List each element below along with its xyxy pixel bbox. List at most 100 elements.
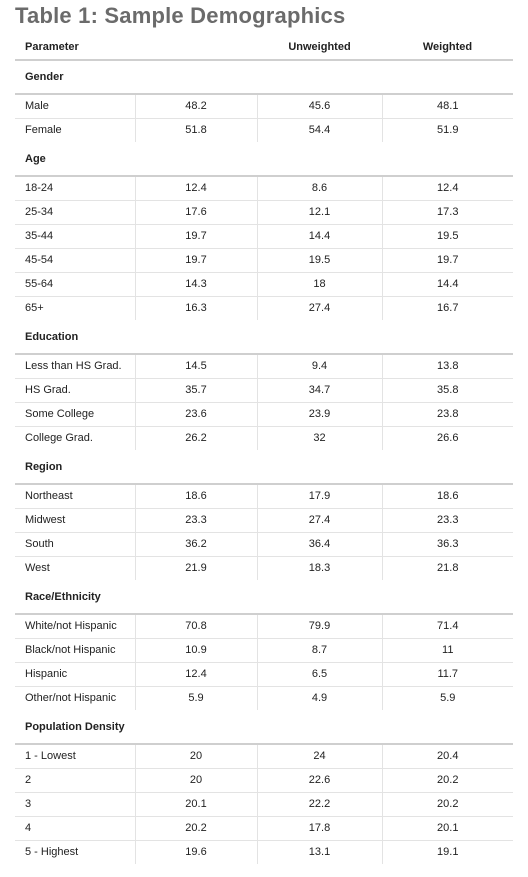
table-row: South 36.2 36.4 36.3 (15, 532, 513, 557)
cell-weighted: 48.1 (381, 94, 513, 119)
cell-unweighted: 32 (256, 426, 382, 450)
cell-sample: 16.3 (134, 296, 257, 320)
cell-unweighted: 13.1 (256, 840, 382, 864)
row-label: Northeast (15, 484, 135, 509)
cell-unweighted: 8.6 (256, 176, 382, 201)
cell-unweighted: 19.5 (256, 248, 382, 273)
cell-weighted: 23.3 (381, 508, 513, 533)
cell-sample: 70.8 (134, 614, 257, 639)
table-row: West 21.9 18.3 21.8 (15, 556, 513, 580)
table-row: College Grad. 26.2 32 26.6 (15, 426, 513, 450)
table-row: 45-54 19.7 19.5 19.7 (15, 248, 513, 273)
table-header-row: Parameter Unweighted Weighted (15, 34, 513, 61)
row-label: 5 - Highest (25, 846, 79, 859)
cell-unweighted: 45.6 (256, 94, 382, 119)
cell-sample: 14.3 (134, 272, 257, 297)
cell-weighted: 16.7 (381, 296, 513, 320)
row-label: Male (15, 94, 135, 119)
cell-unweighted: 18 (256, 272, 382, 297)
table-title: Table 1: Sample Demographics (15, 3, 346, 28)
row-label: 4 (15, 816, 135, 841)
cell-sample: 20.2 (134, 816, 257, 841)
table-row: HS Grad. 35.7 34.7 35.8 (15, 378, 513, 403)
row-label: Midwest (15, 508, 135, 533)
cell-sample: 48.2 (134, 94, 257, 119)
cell-weighted: 5.9 (381, 686, 513, 710)
header-weighted: Weighted (382, 34, 513, 61)
table-row: Less than HS Grad. 14.5 9.4 13.8 (15, 354, 513, 379)
table-row: 65+ 16.3 27.4 16.7 (15, 296, 513, 320)
cell-weighted: 17.3 (381, 200, 513, 225)
cell-unweighted: 18.3 (256, 556, 382, 580)
row-label: Less than HS Grad. (15, 354, 135, 379)
section-header-row: Region (15, 450, 513, 485)
cell-sample: 12.4 (134, 176, 257, 201)
header-parameter: Parameter (15, 34, 135, 61)
cell-weighted: 20.2 (381, 768, 513, 793)
row-label: 18-24 (15, 176, 135, 201)
cell-weighted: 18.6 (381, 484, 513, 509)
row-label: 55-64 (15, 272, 135, 297)
row-label: 2 (15, 768, 135, 793)
section-header-row: Gender (15, 60, 513, 95)
row-label: Female (25, 124, 62, 137)
row-label: HS Grad. (15, 378, 135, 403)
row-label: 35-44 (15, 224, 135, 249)
section-title: Race/Ethnicity (15, 580, 513, 615)
cell-sample: 35.7 (134, 378, 257, 403)
cell-sample: 26.2 (134, 426, 257, 450)
row-label: 45-54 (15, 248, 135, 273)
cell-weighted: 19.5 (381, 224, 513, 249)
cell-unweighted: 8.7 (256, 638, 382, 663)
cell-sample: 19.7 (134, 248, 257, 273)
cell-unweighted: 12.1 (256, 200, 382, 225)
cell-unweighted: 27.4 (256, 508, 382, 533)
table-row: Some College 23.6 23.9 23.8 (15, 402, 513, 427)
row-label: Hispanic (15, 662, 135, 687)
table-row: 1 - Lowest 20 24 20.4 (15, 744, 513, 769)
row-label: Some College (15, 402, 135, 427)
row-label: 3 (15, 792, 135, 817)
cell-weighted: 35.8 (381, 378, 513, 403)
cell-sample: 19.6 (134, 840, 257, 864)
section-title: Population Density (15, 710, 513, 745)
section-header-row: Education (15, 320, 513, 355)
header-column-2 (135, 34, 257, 61)
table-row: 2 20 22.6 20.2 (15, 768, 513, 793)
cell-weighted: 23.8 (381, 402, 513, 427)
row-label: 1 - Lowest (15, 744, 135, 769)
cell-unweighted: 17.9 (256, 484, 382, 509)
cell-unweighted: 22.6 (256, 768, 382, 793)
table-row: White/not Hispanic 70.8 79.9 71.4 (15, 614, 513, 639)
cell-unweighted: 34.7 (256, 378, 382, 403)
row-label: College Grad. (25, 432, 93, 445)
cell-unweighted: 6.5 (256, 662, 382, 687)
section-header-row: Race/Ethnicity (15, 580, 513, 615)
cell-unweighted: 17.8 (256, 816, 382, 841)
table-row: 5 - Highest 19.6 13.1 19.1 (15, 840, 513, 864)
cell-weighted: 21.8 (381, 556, 513, 580)
table-row: Other/not Hispanic 5.9 4.9 5.9 (15, 686, 513, 710)
cell-unweighted: 14.4 (256, 224, 382, 249)
table-row: 25-34 17.6 12.1 17.3 (15, 200, 513, 225)
cell-unweighted: 54.4 (256, 118, 382, 142)
cell-unweighted: 27.4 (256, 296, 382, 320)
section-title: Region (15, 450, 513, 485)
cell-sample: 17.6 (134, 200, 257, 225)
cell-sample: 23.3 (134, 508, 257, 533)
table-row: Male 48.2 45.6 48.1 (15, 94, 513, 119)
row-label: 65+ (25, 302, 44, 315)
cell-weighted: 71.4 (381, 614, 513, 639)
cell-sample: 20 (134, 768, 257, 793)
cell-weighted: 20.1 (381, 816, 513, 841)
row-label: Other/not Hispanic (25, 692, 117, 705)
cell-weighted: 51.9 (381, 118, 513, 142)
cell-sample: 20 (134, 744, 257, 769)
cell-weighted: 36.3 (381, 532, 513, 557)
cell-unweighted: 22.2 (256, 792, 382, 817)
row-label: White/not Hispanic (15, 614, 135, 639)
cell-weighted: 19.7 (381, 248, 513, 273)
cell-weighted: 26.6 (381, 426, 513, 450)
table-row: 18-24 12.4 8.6 12.4 (15, 176, 513, 201)
